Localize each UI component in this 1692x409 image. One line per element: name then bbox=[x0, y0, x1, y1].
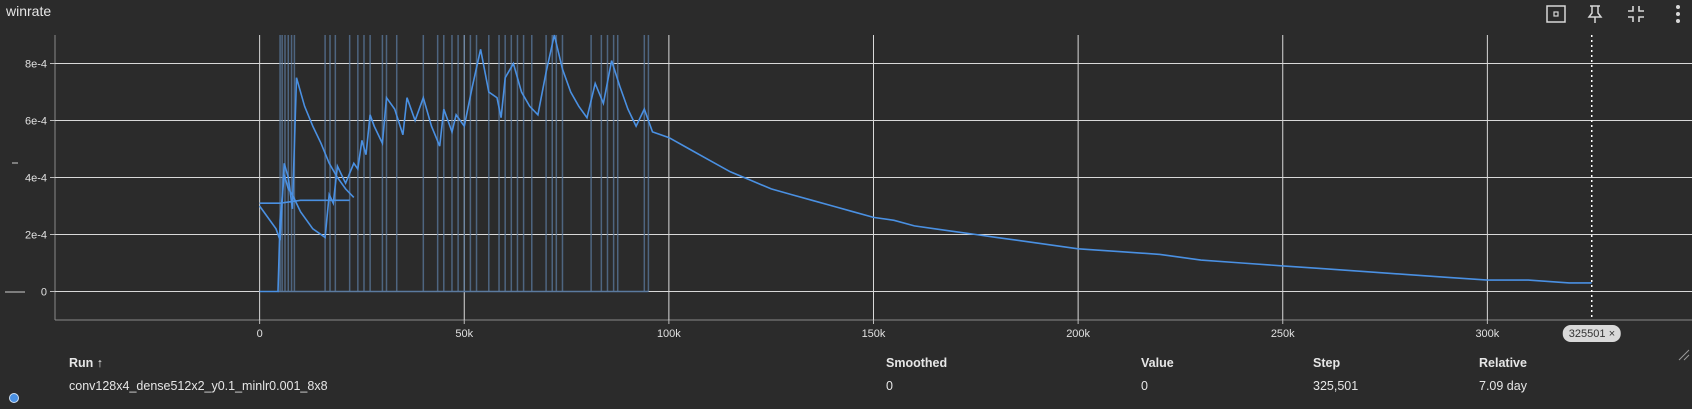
column-header-smoothed[interactable]: Smoothed bbox=[886, 356, 948, 370]
y-axis: 0 2e-4 4e-4 6e-4 8e-4 bbox=[25, 59, 55, 299]
x-tick-label: 100k bbox=[657, 328, 681, 340]
x-tick-label: 50k bbox=[455, 328, 473, 340]
run-relative: 7.09 day bbox=[1479, 379, 1527, 393]
pin-button[interactable] bbox=[1583, 2, 1607, 26]
y-tick-label: 6e-4 bbox=[25, 116, 47, 128]
pin-icon bbox=[1587, 5, 1603, 23]
more-vert-icon bbox=[1676, 5, 1680, 23]
column-header-run[interactable]: Run ↑ bbox=[69, 356, 104, 370]
column-header-step[interactable]: Step bbox=[1313, 356, 1341, 370]
series-spikes bbox=[278, 35, 650, 293]
column-header-value[interactable]: Value bbox=[1141, 356, 1174, 370]
cursor-chip-close-icon: × bbox=[1609, 328, 1615, 340]
y-tick-label: 8e-4 bbox=[25, 59, 47, 71]
resize-handle-icon[interactable] bbox=[1678, 349, 1690, 361]
line-chart[interactable]: 0 2e-4 4e-4 6e-4 8e-4 0 50k 100k 150k 200k 250k 30… bbox=[0, 0, 1692, 350]
card-title: winrate bbox=[6, 3, 52, 19]
more-options-button[interactable] bbox=[1666, 2, 1690, 26]
run-step: 325,501 bbox=[1313, 379, 1359, 393]
run-name: conv128x4_dense512x2_y0.1_minlr0.001_8x8 bbox=[69, 379, 328, 393]
y-tick-label: 0 bbox=[41, 287, 47, 299]
cursor-chip-label: 325501 bbox=[1569, 328, 1606, 340]
x-tick-label: 250k bbox=[1271, 328, 1295, 340]
run-color-dot bbox=[9, 393, 19, 403]
fit-domain-icon bbox=[1546, 5, 1566, 23]
column-header-relative[interactable]: Relative bbox=[1479, 356, 1527, 370]
x-tick-label: 300k bbox=[1475, 328, 1499, 340]
cursor-chip[interactable]: 325501 × bbox=[1562, 325, 1621, 342]
run-value: 0 bbox=[1141, 379, 1148, 393]
fit-domain-button[interactable] bbox=[1544, 2, 1568, 26]
y-tick-label: 2e-4 bbox=[25, 230, 47, 242]
x-tick-label: 200k bbox=[1066, 328, 1090, 340]
collapse-button[interactable] bbox=[1624, 2, 1648, 26]
x-tick-label: 150k bbox=[862, 328, 886, 340]
x-axis: 0 50k 100k 150k 200k 250k 300k bbox=[257, 320, 1500, 340]
run-smoothed: 0 bbox=[886, 379, 893, 393]
series-line bbox=[258, 34, 1592, 293]
x-tick-label: 0 bbox=[257, 328, 263, 340]
y-tick-label: 4e-4 bbox=[25, 173, 47, 185]
collapse-icon bbox=[1628, 6, 1644, 22]
